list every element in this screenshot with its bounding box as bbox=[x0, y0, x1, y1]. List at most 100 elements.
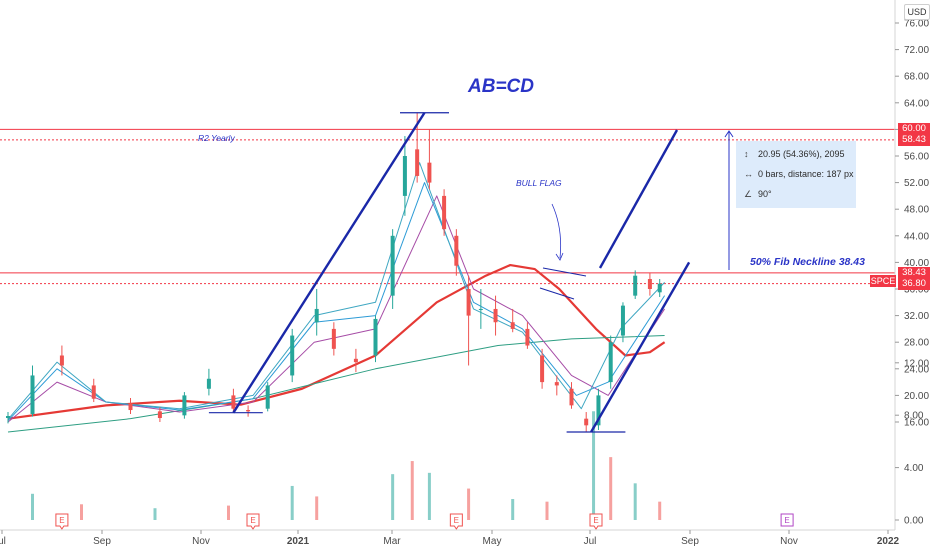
earnings-marker-shape bbox=[246, 513, 260, 530]
candle-body bbox=[620, 305, 625, 336]
time-tick-label: ul bbox=[0, 536, 6, 547]
earnings-marker-shape bbox=[780, 513, 794, 527]
earnings-marker-label: E bbox=[454, 516, 459, 525]
candle-body bbox=[314, 308, 319, 323]
projection-line bbox=[598, 129, 679, 269]
candle-body bbox=[231, 395, 236, 409]
candle-body bbox=[290, 335, 295, 376]
bull-flag-arrow-head bbox=[555, 252, 564, 261]
candle-body bbox=[182, 395, 187, 416]
volume-bar bbox=[315, 496, 319, 520]
price-tick-label: 64.00 bbox=[904, 98, 929, 109]
volume-bar bbox=[391, 474, 395, 520]
earnings-marker-label: E bbox=[250, 516, 255, 525]
candle-body bbox=[59, 355, 64, 366]
earnings-event-marker: E bbox=[589, 513, 603, 530]
candle-body bbox=[466, 289, 471, 316]
price-range-icon: ↕ bbox=[744, 149, 749, 159]
earnings-marker-label: E bbox=[593, 516, 598, 525]
earnings-event-marker: E bbox=[780, 513, 794, 527]
time-tick-label: Jul bbox=[584, 536, 597, 547]
candle-body bbox=[493, 308, 498, 323]
price-tick-label: 56.00 bbox=[904, 152, 929, 163]
currency-label[interactable]: USD bbox=[904, 4, 930, 20]
time-tick-label: 2022 bbox=[877, 536, 900, 547]
trend-line bbox=[590, 261, 691, 433]
moving-average-line bbox=[7, 162, 665, 420]
flag-lower-line bbox=[539, 287, 575, 300]
time-tick-label: 2021 bbox=[287, 536, 310, 547]
candle-body bbox=[540, 355, 545, 383]
earnings-marker-shape bbox=[449, 513, 463, 530]
candle-body bbox=[30, 375, 35, 415]
candle-body bbox=[265, 385, 270, 409]
price-tick-label: 4.00 bbox=[904, 463, 924, 474]
candle-body bbox=[246, 410, 251, 412]
volume-bar bbox=[290, 485, 294, 520]
volume-bar bbox=[467, 488, 471, 520]
candle-body bbox=[525, 328, 530, 346]
volume-bar bbox=[410, 461, 414, 520]
volume-bar bbox=[609, 457, 613, 520]
volume-bar bbox=[511, 499, 515, 520]
volume-bar bbox=[592, 411, 596, 520]
price-tick-label: 24.00 bbox=[904, 364, 929, 375]
earnings-event-marker: E bbox=[449, 513, 463, 530]
volume-bar bbox=[658, 501, 662, 520]
candle-body bbox=[608, 342, 613, 383]
candle-body bbox=[554, 382, 559, 386]
candle-body bbox=[6, 416, 10, 419]
bars-range-icon: ↔ bbox=[744, 169, 753, 179]
price-level-tag: 36.80 bbox=[898, 277, 930, 290]
moving-average-line bbox=[7, 335, 665, 433]
price-tick-label: 28.00 bbox=[904, 338, 929, 349]
time-tick-label: Sep bbox=[93, 536, 111, 547]
price-tick-label: 16.00 bbox=[904, 418, 929, 429]
candle-body bbox=[91, 385, 96, 399]
candle-body bbox=[415, 149, 420, 176]
candle-body bbox=[569, 388, 574, 406]
candle-body bbox=[206, 378, 211, 389]
candle-body bbox=[427, 162, 432, 183]
time-tick-label: Sep bbox=[681, 536, 699, 547]
measure-info-box: ↕ 20.95 (54.36%), 2095 ↔ 0 bars, distance:… bbox=[736, 141, 856, 208]
candle-body bbox=[373, 318, 378, 356]
bull-flag-label: BULL FLAG bbox=[516, 178, 562, 188]
candle-body bbox=[647, 279, 652, 289]
earnings-marker-label: E bbox=[59, 516, 64, 525]
price-level-tag: 60.00 bbox=[898, 123, 930, 136]
volume-bar bbox=[80, 504, 83, 520]
price-tick-label: 68.00 bbox=[904, 72, 929, 83]
moving-average-line bbox=[7, 182, 666, 422]
price-tick-label: 44.00 bbox=[904, 231, 929, 242]
time-tick-label: May bbox=[483, 536, 502, 547]
price-level-tag: 58.43 bbox=[898, 133, 930, 146]
volume-bar bbox=[227, 505, 230, 520]
earnings-marker-shape bbox=[589, 513, 603, 530]
price-tick-label: 76.00 bbox=[904, 19, 929, 30]
candle-body bbox=[157, 411, 162, 419]
candle-body bbox=[402, 156, 407, 196]
bull-flag-arrow bbox=[551, 203, 562, 259]
measure-range: 20.95 (54.36%), 2095 bbox=[758, 149, 845, 159]
measure-bars-row: ↔ 0 bars, distance: 187 px bbox=[744, 167, 854, 181]
volume-bar bbox=[153, 508, 157, 520]
price-tick-label: 36.00 bbox=[904, 285, 929, 296]
r2-yearly-label: R2 Yearly bbox=[198, 133, 235, 143]
candle-body bbox=[353, 358, 358, 363]
candle-body bbox=[510, 322, 515, 329]
candle-body bbox=[633, 275, 638, 296]
candle-body bbox=[584, 418, 589, 426]
moving-average-line bbox=[7, 195, 666, 423]
earnings-marker-label: E bbox=[784, 516, 789, 525]
measure-angle-row: ∠ 90° bbox=[744, 187, 772, 201]
price-tick-label: 52.00 bbox=[904, 178, 929, 189]
price-tick-label: 40.00 bbox=[904, 258, 929, 269]
time-tick-label: Nov bbox=[192, 536, 210, 547]
measure-range-row: ↕ 20.95 (54.36%), 2095 bbox=[744, 147, 845, 161]
candle-body bbox=[454, 235, 459, 266]
candle-body bbox=[442, 195, 447, 230]
candle-body bbox=[390, 235, 395, 296]
